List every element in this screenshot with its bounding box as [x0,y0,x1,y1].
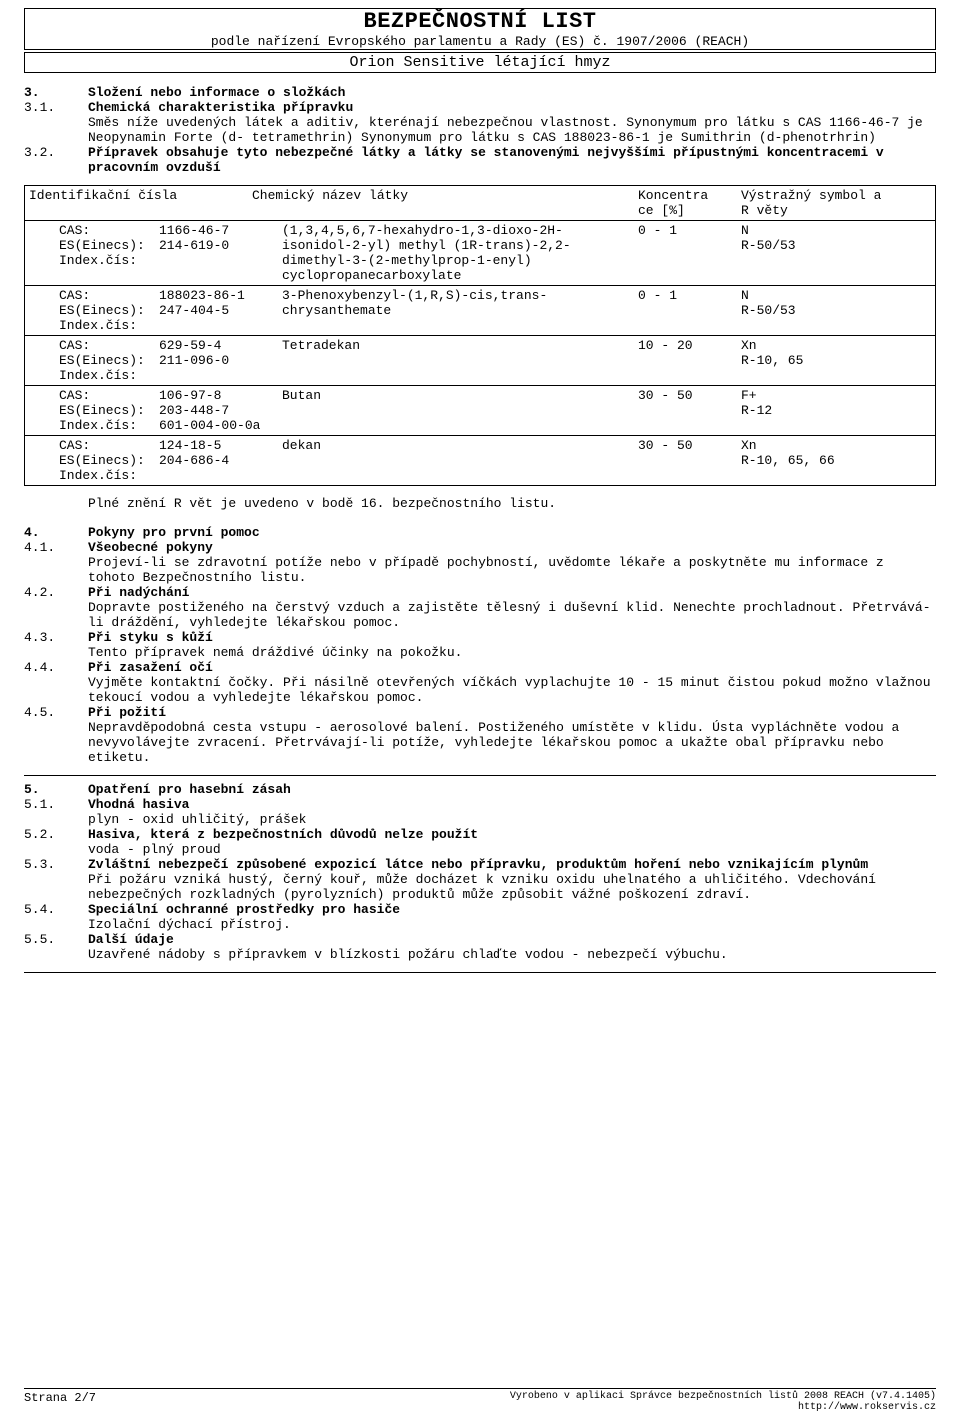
divider [24,972,936,973]
footer-credits: Vyrobeno v aplikaci Správce bezpečnostní… [510,1391,936,1413]
sec-title: Složení nebo informace o složkách [88,85,936,100]
table-head: Identifikační čísla Chemický název látky… [25,186,935,221]
table-row: CAS:106-97-8 ES(Einecs):203-448-7 Index.… [25,386,935,436]
doc-title: BEZPEČNOSTNÍ LIST [25,9,935,34]
cell-id: CAS:124-18-5 ES(Einecs):204-686-4 Index.… [25,436,278,485]
doc-subtitle: podle nařízení Evropského parlamentu a R… [25,34,935,49]
table-row: CAS:124-18-5 ES(Einecs):204-686-4 Index.… [25,436,935,485]
col-conc-header: Koncentra ce [%] [634,186,737,220]
cell-sym: Xn R-10, 65, 66 [737,436,935,485]
col-sym-header: Výstražný symbol a R věty [737,186,935,220]
section-4: 4. Pokyny pro první pomoc 4.1.Všeobecné … [24,525,936,765]
page: BEZPEČNOSTNÍ LIST podle nařízení Evropsk… [0,0,960,1423]
cell-conc: 0 - 1 [634,286,737,335]
header-box: BEZPEČNOSTNÍ LIST podle nařízení Evropsk… [24,8,936,50]
cell-id: CAS:106-97-8 ES(Einecs):203-448-7 Index.… [25,386,278,435]
substance-table: Identifikační čísla Chemický název látky… [24,185,936,486]
sec-num: 3. [24,85,88,100]
cell-conc: 30 - 50 [634,436,737,485]
table-row: CAS:629-59-4 ES(Einecs):211-096-0 Index.… [25,336,935,386]
cell-conc: 10 - 20 [634,336,737,385]
sub-title: Chemická charakteristika přípravku [88,100,936,115]
cell-id: CAS:629-59-4 ES(Einecs):211-096-0 Index.… [25,336,278,385]
cell-name: (1,3,4,5,6,7-hexahydro-1,3-dioxo-2H-ison… [278,221,634,285]
cell-name: 3-Phenoxybenzyl-(1,R,S)-cis,trans-chrysa… [278,286,634,335]
cell-conc: 30 - 50 [634,386,737,435]
table-row: CAS:1166-46-7 ES(Einecs):214-619-0 Index… [25,221,935,286]
cell-name: Tetradekan [278,336,634,385]
sub-body: Směs níže uvedených látek a aditiv, kter… [88,115,936,145]
cell-id: CAS:188023-86-1 ES(Einecs):247-404-5 Ind… [25,286,278,335]
table-row: CAS:188023-86-1 ES(Einecs):247-404-5 Ind… [25,286,935,336]
r-phrase-note: Plné znění R vět je uvedeno v bodě 16. b… [88,496,936,511]
cell-name: Butan [278,386,634,435]
cell-name: dekan [278,436,634,485]
cell-id: CAS:1166-46-7 ES(Einecs):214-619-0 Index… [25,221,278,285]
footer: Strana 2/7 Vyrobeno v aplikaci Správce b… [24,1388,936,1413]
col-name-header: Chemický název látky [248,186,634,220]
sec-num: 5. [24,782,88,797]
cell-sym: N R-50/53 [737,286,935,335]
divider [24,775,936,776]
sub-num: 3.1. [24,100,88,145]
cell-sym: F+ R-12 [737,386,935,435]
cell-sym: Xn R-10, 65 [737,336,935,385]
sub-title: Přípravek obsahuje tyto nebezpečné látky… [88,145,936,175]
sec-num: 4. [24,525,88,540]
product-name: Orion Sensitive létající hmyz [24,52,936,73]
col-id-header: Identifikační čísla [25,186,248,220]
cell-sym: N R-50/53 [737,221,935,285]
sec-title: Opatření pro hasební zásah [88,782,936,797]
section-3: 3. Složení nebo informace o složkách 3.1… [24,85,936,175]
page-number: Strana 2/7 [24,1391,96,1413]
cell-conc: 0 - 1 [634,221,737,285]
sec-title: Pokyny pro první pomoc [88,525,936,540]
section-5: 5. Opatření pro hasební zásah 5.1.Vhodná… [24,782,936,962]
sub-num: 3.2. [24,145,88,175]
